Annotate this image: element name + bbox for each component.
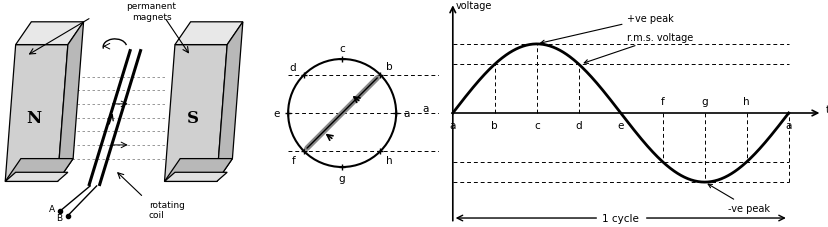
Text: -ve peak: -ve peak xyxy=(707,184,769,213)
Polygon shape xyxy=(5,173,68,182)
Polygon shape xyxy=(164,159,232,182)
Polygon shape xyxy=(57,23,84,182)
Polygon shape xyxy=(175,23,243,45)
Text: f: f xyxy=(660,96,664,106)
Polygon shape xyxy=(164,45,227,182)
Text: r.m.s. voltage: r.m.s. voltage xyxy=(584,33,693,64)
Text: b: b xyxy=(491,121,498,131)
Text: S: S xyxy=(187,110,199,126)
Text: b: b xyxy=(385,62,392,72)
Text: time: time xyxy=(825,104,828,114)
Text: rotating
coil: rotating coil xyxy=(149,200,185,219)
Polygon shape xyxy=(16,23,84,45)
Polygon shape xyxy=(216,23,243,182)
Polygon shape xyxy=(5,159,73,182)
Text: g: g xyxy=(339,173,345,183)
Text: h: h xyxy=(385,155,392,165)
Text: d: d xyxy=(575,121,581,131)
Text: e: e xyxy=(617,121,623,131)
Text: a: a xyxy=(403,109,410,118)
Text: B: B xyxy=(56,213,63,222)
Text: a: a xyxy=(449,121,455,131)
Text: c: c xyxy=(533,121,539,131)
Text: permanent
magnets: permanent magnets xyxy=(127,2,176,22)
Text: A: A xyxy=(49,204,55,213)
Text: e: e xyxy=(272,109,279,118)
Text: +ve peak: +ve peak xyxy=(540,14,673,45)
Text: g: g xyxy=(700,96,707,106)
Text: h: h xyxy=(743,96,749,106)
Text: f: f xyxy=(291,155,295,165)
Text: voltage: voltage xyxy=(455,1,492,11)
Polygon shape xyxy=(164,173,227,182)
Text: N: N xyxy=(26,110,41,126)
Polygon shape xyxy=(5,45,68,182)
Text: c: c xyxy=(339,44,344,54)
Text: a: a xyxy=(422,103,429,113)
Text: 1 cycle: 1 cycle xyxy=(602,213,638,223)
Text: a: a xyxy=(785,121,791,131)
Text: d: d xyxy=(290,63,296,73)
